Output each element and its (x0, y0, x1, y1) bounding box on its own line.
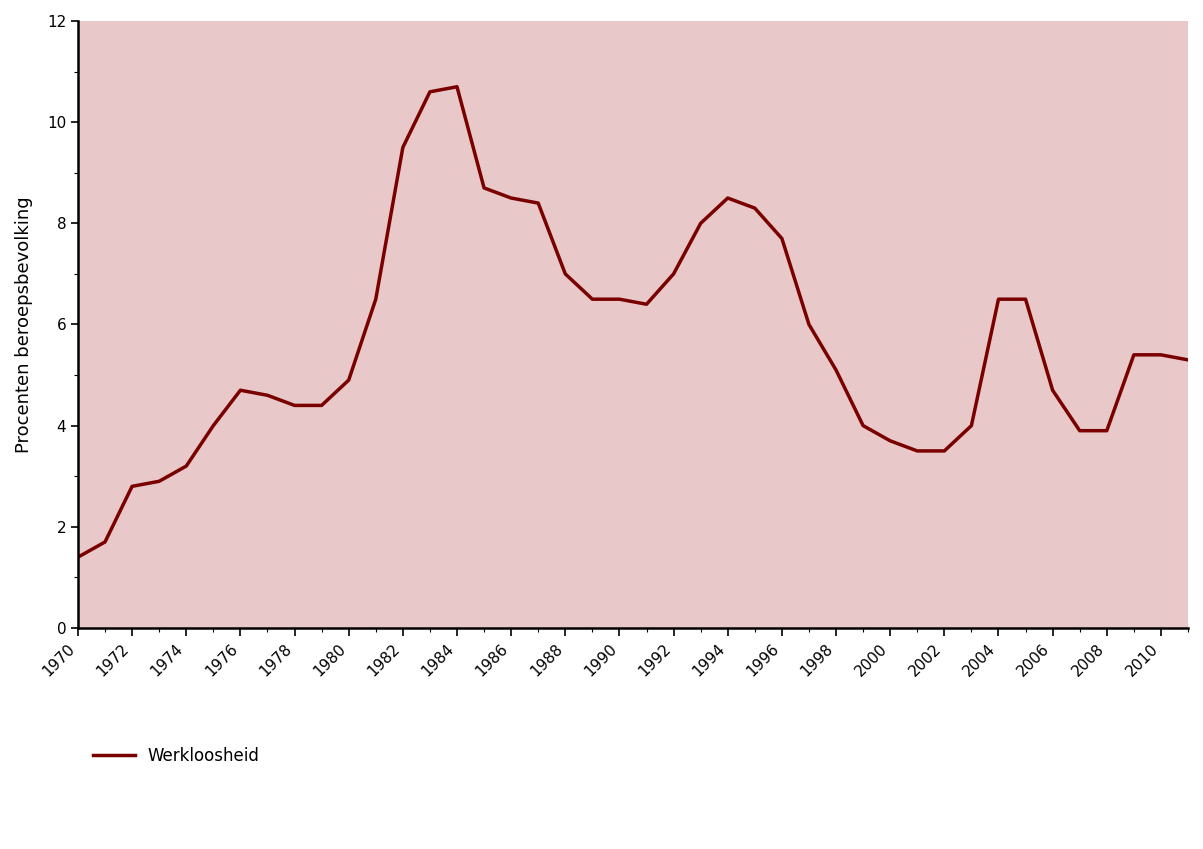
Legend: Werkloosheid: Werkloosheid (87, 740, 267, 772)
Y-axis label: Procenten beroepsbevolking: Procenten beroepsbevolking (14, 196, 32, 453)
